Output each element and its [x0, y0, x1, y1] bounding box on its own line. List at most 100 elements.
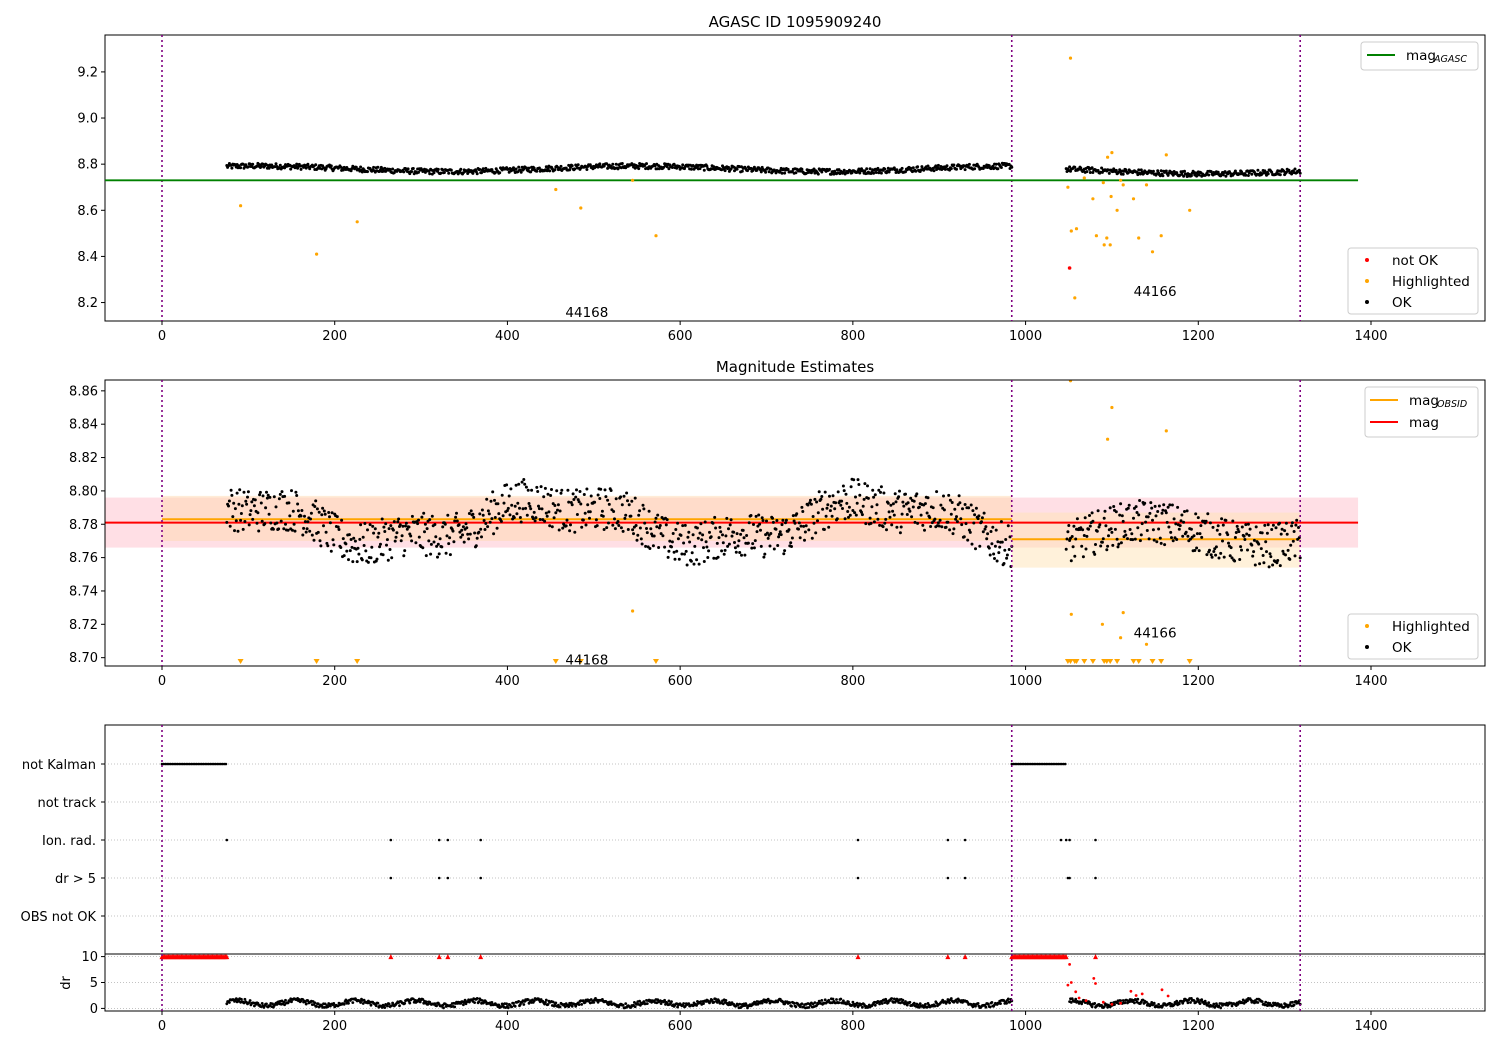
flag-point	[1027, 762, 1031, 766]
ok-estimate-points-point	[1254, 525, 1258, 529]
ok-estimate-points-point	[1152, 538, 1156, 542]
dr-ok-points-point	[1175, 999, 1179, 1003]
ok-estimate-points-point	[1242, 534, 1246, 538]
ok-estimate-points-point	[961, 507, 964, 511]
ok-estimate-points-point	[1259, 547, 1263, 551]
ok-estimate-points-point	[249, 509, 253, 513]
ok-estimate-points-point	[762, 555, 766, 559]
ok-estimate-points-point	[1104, 524, 1108, 528]
highlighted-estimate-points-point	[631, 609, 635, 613]
dr-not-ok-points-point	[1129, 989, 1133, 993]
ok-estimate-points-point	[1237, 530, 1241, 534]
ok-estimate-points-point	[253, 498, 257, 502]
ok-estimate-points-point	[303, 514, 306, 518]
ok-estimate-points-point	[512, 516, 516, 520]
ok-estimate-points-point	[509, 487, 513, 491]
flag-point	[437, 876, 441, 880]
ok-estimate-points-point	[666, 555, 670, 559]
ok-estimate-points-point	[600, 509, 604, 513]
dr-ok-points-point	[1005, 1001, 1008, 1005]
dr-ok-points-point	[918, 1002, 922, 1005]
ok-estimate-points-point	[474, 544, 478, 548]
dr-ok-points-point	[984, 1005, 988, 1009]
ok-estimate-points-point	[1292, 530, 1296, 533]
ok-points-point	[568, 168, 572, 172]
ok-estimate-points-point	[1118, 513, 1122, 517]
highlighted-estimate-points-point	[1106, 437, 1110, 441]
ok-estimate-points-point	[304, 530, 308, 534]
agasc-xtick-label-1200: 1200	[1182, 329, 1215, 344]
ok-estimate-points-point	[665, 518, 669, 522]
dr-ok-points-point	[1230, 1004, 1234, 1008]
ok-points-point	[493, 171, 497, 175]
ok-estimate-points-point	[1276, 559, 1280, 562]
ok-estimate-points-point	[1109, 527, 1113, 531]
ok-estimate-points-point	[834, 501, 838, 505]
ok-estimate-points-point	[323, 512, 327, 516]
ok-estimate-points-point	[761, 519, 765, 522]
ok-estimate-points-point	[437, 552, 441, 556]
ok-estimate-points-point	[518, 516, 522, 519]
flag-point	[188, 762, 191, 766]
ok-estimate-points-point	[1264, 540, 1268, 544]
ok-points-point	[967, 162, 971, 166]
ok-estimate-points-point	[434, 535, 438, 539]
agasc-xtick-label-600: 600	[668, 329, 693, 344]
ok-estimate-points-point	[1172, 517, 1176, 521]
ok-estimate-points-point	[466, 532, 470, 536]
ok-estimate-points-point	[578, 490, 582, 493]
dr-ok-points-point	[544, 1000, 547, 1004]
ok-estimate-points-point	[595, 524, 599, 528]
ok-estimate-points-point	[928, 516, 932, 519]
ok-estimate-points-point	[860, 510, 863, 514]
dr-ok-points-point	[878, 1002, 881, 1006]
ok-estimate-points-point	[336, 525, 340, 529]
dr-ok-points-point	[839, 997, 843, 1001]
below-range-marker	[1073, 659, 1080, 664]
ok-estimate-points-point	[445, 534, 449, 538]
ok-estimate-points-point	[1260, 531, 1264, 535]
ok-estimate-points-point	[692, 562, 696, 566]
ok-estimate-points-point	[670, 540, 674, 544]
ok-estimate-points-point	[970, 542, 974, 546]
dr-ok-points-point	[1145, 1000, 1148, 1004]
ok-estimate-points-point	[630, 499, 634, 503]
ok-points-point	[251, 162, 255, 166]
dr-ok-points-point	[738, 1002, 742, 1006]
ok-estimate-points-point	[1266, 523, 1270, 527]
ok-estimate-points-point	[853, 511, 857, 515]
ok-estimate-points-point	[741, 528, 745, 532]
ok-estimate-points-point	[1233, 536, 1237, 539]
ok-estimate-points-point	[789, 541, 793, 545]
ok-estimate-points-point	[969, 503, 973, 507]
ok-estimate-points-point	[921, 523, 925, 527]
ok-estimate-points-point	[987, 546, 991, 550]
ok-estimate-points-point	[699, 522, 703, 526]
ok-estimate-points-point	[674, 528, 678, 531]
magnitude-ytick-label-5: 8.80	[69, 484, 98, 499]
dr-ok-points-point	[304, 1002, 308, 1006]
ok-estimate-points-point	[821, 507, 825, 511]
dr-ok-points-point	[386, 1004, 389, 1008]
ok-estimate-points-point	[251, 517, 255, 521]
agasc-ytick-label-1: 8.4	[77, 250, 98, 265]
ok-estimate-points-point	[916, 521, 920, 525]
ok-estimate-points-point	[992, 552, 996, 556]
ok-estimate-points-point	[375, 557, 379, 561]
ok-estimate-points-point	[642, 507, 646, 511]
below-range-marker	[577, 659, 584, 664]
ok-estimate-points-point	[1250, 543, 1254, 547]
ok-estimate-points-point	[891, 509, 895, 513]
ok-estimate-points-point	[471, 512, 475, 516]
below-range-marker	[1130, 659, 1137, 664]
ok-estimate-points-point	[1263, 523, 1267, 527]
ok-estimate-points-point	[566, 488, 570, 492]
flag-point	[446, 838, 450, 842]
ok-estimate-points-point	[550, 488, 553, 491]
ok-estimate-points-point	[318, 539, 322, 543]
below-range-marker	[1135, 659, 1142, 664]
magnitude-ytick-label-4: 8.78	[69, 518, 98, 533]
flag-point	[1059, 838, 1063, 842]
ok-estimate-points-point	[277, 527, 281, 531]
ok-estimate-points-point	[655, 525, 659, 529]
